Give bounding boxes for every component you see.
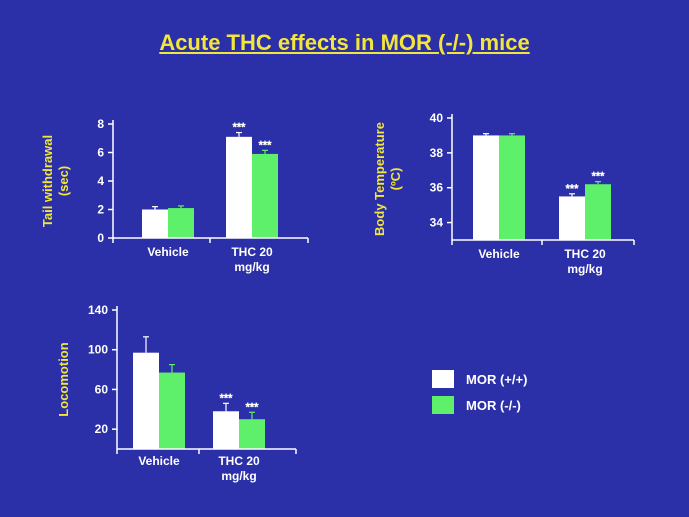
- legend-label-knockout: MOR (-/-): [466, 397, 521, 413]
- bar-knockout-1: [252, 153, 278, 238]
- bar-wildtype-0: [133, 352, 159, 449]
- y-axis-label-line: (ºC): [388, 168, 403, 191]
- category-label-1: THC 20 mg/kg: [564, 247, 606, 276]
- significance-stars-knockout-1: ***: [246, 401, 260, 413]
- category-label-line: THC 20: [231, 245, 273, 259]
- category-label-line: Vehicle: [138, 454, 180, 468]
- significance-stars-knockout-1: ***: [592, 171, 606, 183]
- y-axis-label-line: Locomotion: [56, 342, 71, 416]
- y-axis-label: Body Temperature(ºC): [372, 122, 403, 236]
- legend-item-knockout: MOR (-/-): [432, 392, 527, 418]
- y-tick-label: 6: [97, 146, 104, 160]
- y-axis-label-line: (sec): [56, 166, 71, 196]
- category-label-1: THC 20 mg/kg: [231, 245, 273, 274]
- y-tick-label: 38: [430, 146, 444, 160]
- bar-wildtype-1: [213, 411, 239, 449]
- y-axis-label-line: Body Temperature: [372, 122, 387, 236]
- bar-knockout-0: [159, 372, 185, 449]
- y-tick-label: 100: [88, 343, 108, 357]
- y-tick-label: 2: [97, 203, 104, 217]
- bar-knockout-0: [168, 208, 194, 238]
- legend-swatch-knockout: [432, 396, 454, 414]
- significance-stars-wildtype-1: ***: [566, 183, 580, 195]
- category-label-line: Vehicle: [147, 245, 189, 259]
- y-axis-label: Locomotion: [56, 342, 71, 416]
- category-label-line: Vehicle: [478, 247, 520, 261]
- y-tick-label: 140: [88, 303, 108, 317]
- legend-label-wildtype: MOR (+/+): [466, 371, 528, 387]
- y-axis-label-line: Tail withdrawal: [40, 135, 55, 227]
- y-tick-label: 36: [430, 181, 444, 195]
- y-tick-label: 34: [430, 216, 444, 230]
- body-temperature-chart: *** *** 34 36 38 40 Vehicle THC 20 mg/kg Body Tem…: [372, 111, 635, 276]
- locomotion-chart: *** *** 20 60 100 140 Vehicle THC 20 mg/kg Locomo…: [56, 303, 297, 483]
- y-axis-label: Tail withdrawal(sec): [40, 135, 71, 227]
- bar-wildtype-1: [226, 136, 252, 238]
- bar-knockout-0: [499, 135, 525, 240]
- category-label-line: THC 20: [218, 454, 260, 468]
- category-label-0: Vehicle: [478, 247, 520, 261]
- y-tick-label: 40: [430, 111, 444, 125]
- bar-knockout-1: [239, 419, 265, 449]
- slide-title: Acute THC effects in MOR (-/-) mice: [159, 30, 530, 55]
- category-label-0: Vehicle: [138, 454, 180, 468]
- significance-stars-wildtype-1: ***: [220, 392, 234, 404]
- bar-wildtype-0: [142, 209, 168, 238]
- bar-wildtype-1: [559, 196, 585, 240]
- category-label-line: mg/kg: [221, 469, 256, 483]
- legend-item-wildtype: MOR (+/+): [432, 366, 527, 392]
- y-tick-label: 20: [95, 422, 109, 436]
- bar-wildtype-0: [473, 135, 499, 240]
- significance-stars-knockout-1: ***: [259, 139, 273, 151]
- y-tick-label: 8: [97, 117, 104, 131]
- legend-swatch-wildtype: [432, 370, 454, 388]
- y-tick-label: 4: [97, 174, 104, 188]
- tail-withdrawal-chart: *** *** 0 2 4 6 8 Vehicle THC 20 mg/kg Tail withdr…: [40, 117, 309, 274]
- bar-knockout-1: [585, 184, 611, 240]
- category-label-1: THC 20 mg/kg: [218, 454, 260, 483]
- category-label-line: THC 20: [564, 247, 606, 261]
- legend: MOR (+/+) MOR (-/-): [432, 366, 527, 418]
- y-tick-label: 60: [95, 382, 109, 396]
- significance-stars-wildtype-1: ***: [233, 122, 247, 134]
- y-tick-label: 0: [97, 231, 104, 245]
- category-label-line: mg/kg: [567, 262, 602, 276]
- category-label-0: Vehicle: [147, 245, 189, 259]
- category-label-line: mg/kg: [234, 260, 269, 274]
